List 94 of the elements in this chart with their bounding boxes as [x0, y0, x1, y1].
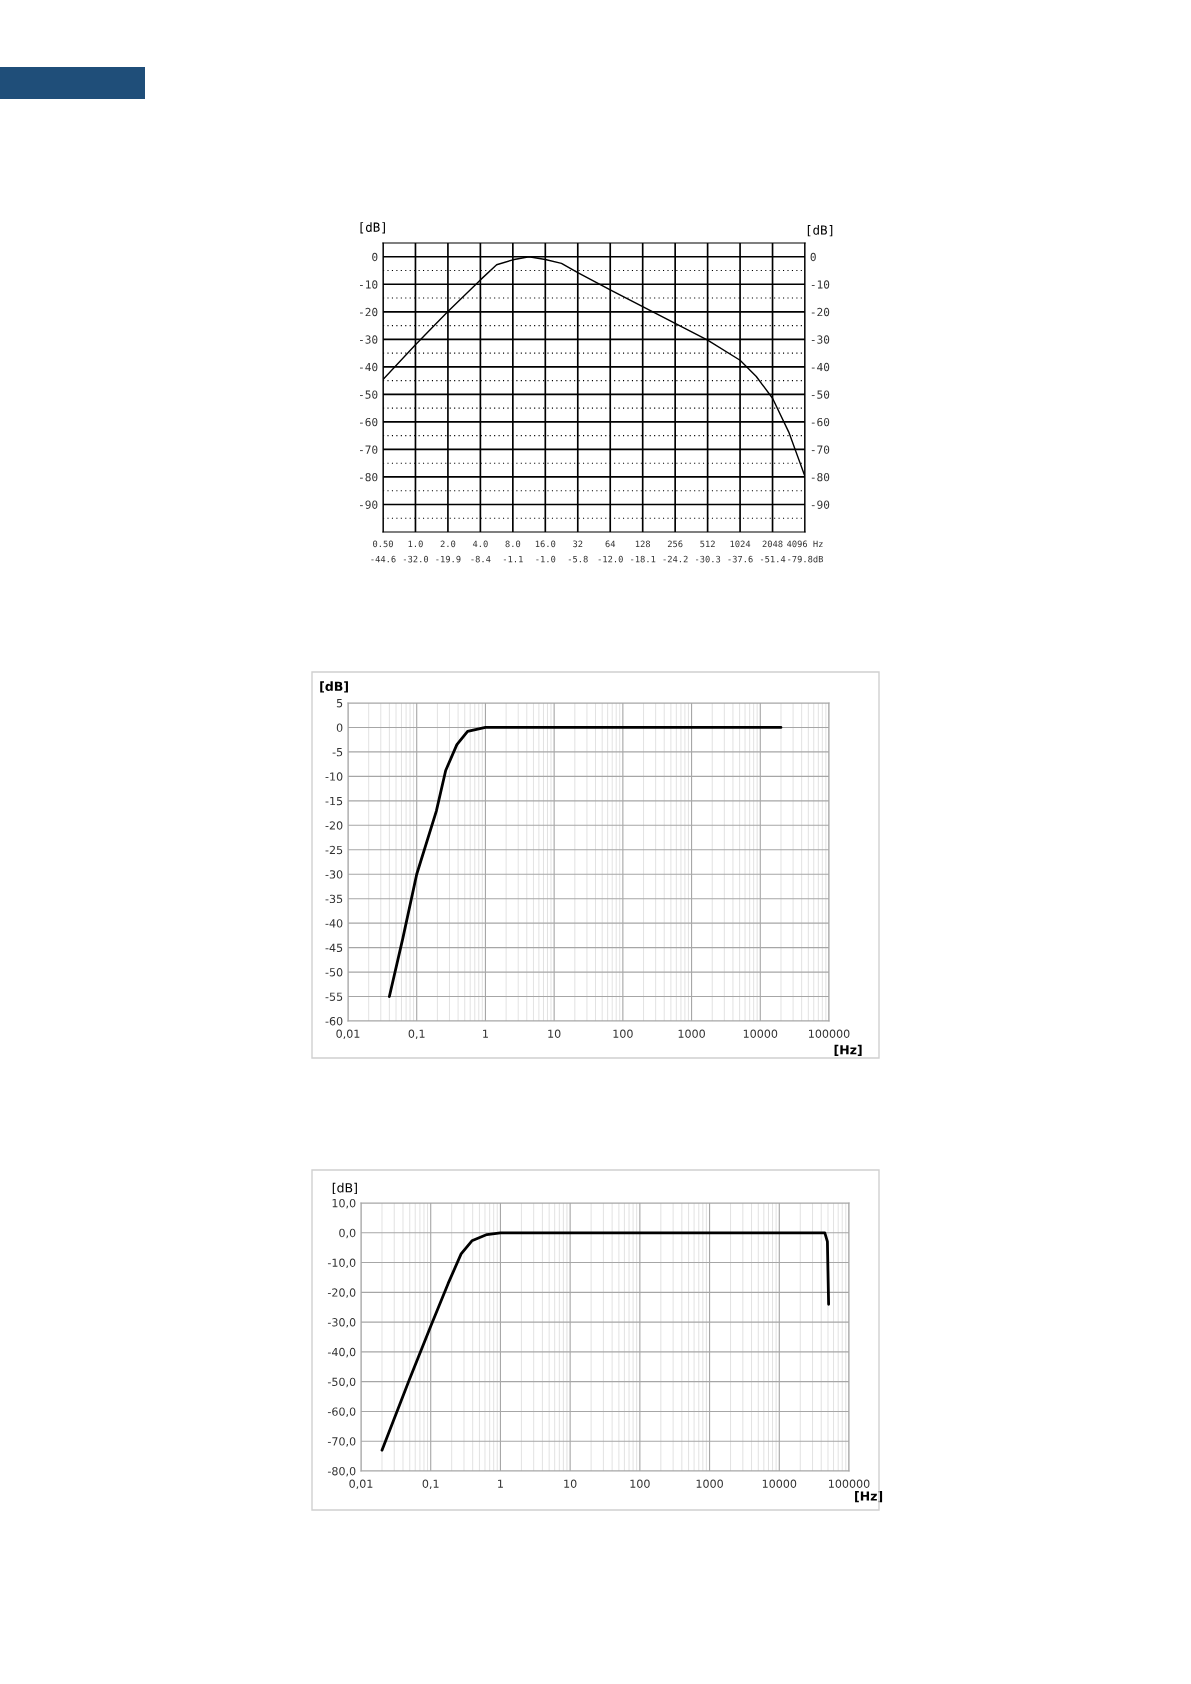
- text: -19.9: [436, 555, 461, 563]
- x-tick-label: 2.0: [440, 540, 456, 548]
- x-tick-label: 32: [573, 540, 583, 548]
- y-axis-title: [dB]: [360, 222, 385, 234]
- y2-tick-label: -80: [811, 472, 830, 482]
- text: -8.4: [471, 555, 491, 563]
- text: -79.8dB: [788, 555, 824, 563]
- text: -24.2: [663, 555, 688, 563]
- y-tick-label: -40: [360, 362, 378, 372]
- y-tick-label: -20,0: [327, 1288, 356, 1298]
- x-tick-label: 1: [498, 1479, 503, 1488]
- x-tick-label: 1000: [678, 1029, 705, 1038]
- text: -5.8: [568, 555, 588, 563]
- y2-tick-label: -60: [811, 417, 830, 427]
- y-tick-label: -80,0: [327, 1466, 356, 1477]
- x-tick-label: 100: [630, 1479, 650, 1488]
- x-tick-label: 256: [667, 540, 683, 548]
- y-tick-label: 0: [372, 252, 378, 262]
- y-tick-label: -70: [360, 445, 378, 454]
- y-tick-label: -10: [325, 772, 343, 781]
- y-tick-label: -50,0: [327, 1377, 356, 1388]
- x-tick-label: 10: [548, 1029, 561, 1038]
- text: -37.6: [728, 555, 753, 563]
- y-tick-label: -40,0: [327, 1347, 356, 1358]
- text: -51.4: [760, 555, 786, 563]
- y-axis-title: [dB]: [332, 1182, 357, 1195]
- x-tick-label: 1.0: [408, 540, 423, 548]
- text: -44.6: [371, 555, 396, 563]
- y-tick-label: -20: [360, 307, 378, 317]
- x-tick-label: 4096 Hz: [787, 540, 823, 548]
- y-tick-label: 0,0: [339, 1228, 356, 1239]
- y2-tick-label: -70: [811, 445, 830, 454]
- x-axis-title: [Hz]: [855, 1491, 883, 1503]
- x-tick-label: 10: [564, 1479, 577, 1488]
- y-tick-label: -50: [360, 390, 378, 399]
- text: -30.3: [695, 555, 721, 563]
- y2-tick-label: 0: [810, 252, 816, 262]
- y2-tick-label: -10: [811, 280, 830, 289]
- y-tick-label: -10: [360, 280, 378, 289]
- y-tick-label: -60,0: [327, 1407, 356, 1417]
- x-tick-label: 0,01: [349, 1479, 373, 1490]
- y-tick-label: -55: [325, 992, 343, 1001]
- x-tick-label: 100000: [809, 1029, 850, 1038]
- y-tick-label: -5: [332, 748, 343, 757]
- x-tick-label: 4.0: [472, 540, 488, 548]
- text: -32.0: [403, 555, 429, 563]
- y-tick-label: -60: [325, 1016, 343, 1026]
- y-tick-label: 5: [336, 699, 343, 708]
- x-tick-label: 0,1: [422, 1479, 439, 1490]
- y-tick-label: 10,0: [332, 1198, 356, 1209]
- x-tick-label: 0,1: [408, 1029, 425, 1040]
- y-axis-title: [dB]: [320, 681, 348, 693]
- y-tick-label: -70,0: [327, 1437, 356, 1447]
- y-tick-label: -90: [360, 500, 378, 509]
- y2-tick-label: -50: [811, 390, 830, 399]
- x-tick-label: 1000: [696, 1479, 723, 1488]
- x-tick-label: 100000: [829, 1479, 870, 1488]
- y-tick-label: -45: [325, 943, 343, 952]
- y-tick-label: -10,0: [327, 1258, 356, 1269]
- text: -1.1: [503, 555, 523, 563]
- x-tick-label: 64: [605, 540, 616, 548]
- y2-tick-label: -30: [811, 335, 830, 344]
- y-tick-label: -20: [325, 821, 343, 830]
- y2-tick-label: -40: [811, 362, 830, 372]
- x-tick-label: 0.50: [373, 540, 393, 548]
- y-tick-label: -25: [325, 845, 343, 855]
- y-tick-label: 0: [336, 723, 343, 732]
- x-tick-label: 128: [635, 540, 651, 548]
- x-tick-label: 8.0: [505, 540, 521, 548]
- y2-tick-label: -90: [811, 500, 830, 509]
- y-tick-label: -35: [325, 894, 343, 904]
- x-tick-label: 16.0: [535, 540, 556, 548]
- y-tick-label: -15: [325, 796, 343, 806]
- x-tick-label: 512: [700, 540, 715, 548]
- text: -12.0: [598, 555, 623, 563]
- x-tick-label: 10000: [762, 1479, 797, 1488]
- x-tick-label: 0,01: [336, 1029, 360, 1040]
- x-tick-label: 2048: [762, 540, 783, 548]
- y-tick-label: -30: [325, 870, 343, 879]
- x-tick-label: 1024: [730, 540, 751, 548]
- x-axis-title: [Hz]: [834, 1044, 862, 1056]
- y-tick-label: -40: [325, 919, 343, 928]
- text: -1.0: [536, 555, 556, 563]
- y-tick-label: -50: [325, 968, 343, 977]
- text: -18.1: [631, 555, 656, 563]
- y-tick-label: -80: [360, 472, 378, 482]
- y2-tick-label: -20: [811, 307, 830, 317]
- y-tick-label: -30: [360, 335, 378, 344]
- y-tick-label: -60: [360, 417, 378, 427]
- x-tick-label: 1: [483, 1029, 488, 1038]
- x-tick-label: 10000: [743, 1029, 778, 1038]
- x-tick-label: 100: [613, 1029, 633, 1038]
- y2-axis-title: [dB]: [807, 225, 833, 237]
- y-tick-label: -30,0: [327, 1318, 356, 1328]
